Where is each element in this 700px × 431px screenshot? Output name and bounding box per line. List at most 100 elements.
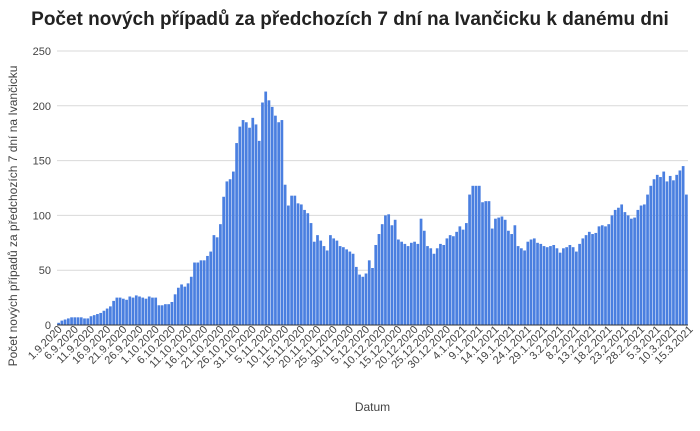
bar <box>413 241 416 325</box>
bar <box>248 127 251 325</box>
bar <box>342 247 345 325</box>
bar <box>390 225 394 325</box>
bar <box>287 205 290 325</box>
bar <box>138 296 141 325</box>
bar <box>642 204 646 325</box>
bar <box>571 247 575 325</box>
bar <box>649 185 653 325</box>
bar <box>377 234 381 325</box>
bar <box>519 248 523 325</box>
bar <box>668 175 672 325</box>
bar <box>89 316 93 325</box>
bar <box>199 260 203 325</box>
bar <box>474 185 478 325</box>
bar <box>254 124 258 325</box>
bar <box>277 122 281 326</box>
bar <box>92 315 96 325</box>
bar <box>481 202 484 325</box>
bar <box>296 203 300 325</box>
bar <box>270 106 274 325</box>
bar <box>261 102 264 326</box>
bar <box>63 319 67 325</box>
bar <box>393 219 397 325</box>
bar <box>458 226 462 325</box>
bar <box>539 243 543 325</box>
bar <box>675 174 679 325</box>
bar <box>607 224 611 325</box>
bar <box>490 228 494 325</box>
bar <box>604 226 607 325</box>
bar <box>416 243 420 325</box>
bar <box>325 250 329 325</box>
bar <box>264 91 268 325</box>
chart-title: Počet nových případů za předchozích 7 dn… <box>31 9 669 30</box>
bar <box>115 297 119 325</box>
bar <box>338 246 342 325</box>
bar <box>452 236 455 325</box>
x-axis-label: Datum <box>355 400 390 414</box>
bar <box>280 120 284 325</box>
x-axis-ticks: 1.9.20206.9.202011.9.202016.9.202021.9.2… <box>26 324 696 371</box>
bar <box>516 246 520 325</box>
bar <box>147 296 151 325</box>
bar <box>484 201 488 325</box>
bar <box>552 244 556 325</box>
bar <box>251 117 255 325</box>
bar <box>173 294 177 325</box>
bar <box>306 213 310 325</box>
bar <box>118 297 122 325</box>
bar <box>102 310 106 325</box>
bar <box>290 195 293 325</box>
bar <box>293 195 297 325</box>
bar <box>105 308 109 325</box>
y-axis-ticks: 0 50 100 150 200 250 <box>33 46 51 332</box>
bar <box>681 166 685 325</box>
bar <box>617 207 620 325</box>
y-axis-label: Počet nových případů za předchozích 7 dn… <box>6 66 20 367</box>
bar <box>303 209 306 325</box>
bar <box>455 231 458 325</box>
bar <box>494 218 497 325</box>
bar <box>371 268 374 325</box>
bar <box>510 234 514 325</box>
bar <box>219 224 222 325</box>
bar <box>257 140 261 325</box>
bar <box>558 252 562 325</box>
bar <box>626 215 630 325</box>
bar <box>345 249 348 325</box>
bar <box>57 322 60 325</box>
bar <box>215 237 219 325</box>
bar <box>630 218 633 325</box>
bar <box>329 235 332 325</box>
bar <box>587 231 591 325</box>
bar <box>384 215 387 325</box>
bar <box>435 248 439 325</box>
y-tick-label: 0 <box>45 320 51 332</box>
bar <box>348 251 352 325</box>
bar <box>76 317 80 325</box>
bar <box>167 304 170 325</box>
y-tick-label: 100 <box>33 210 51 222</box>
bar <box>222 196 226 325</box>
bar <box>322 246 326 325</box>
bar <box>448 235 452 325</box>
bar <box>374 244 378 325</box>
bar <box>274 115 277 325</box>
bar <box>238 126 242 326</box>
bar <box>309 223 313 325</box>
bar <box>464 223 468 325</box>
y-tick-label: 50 <box>39 265 51 277</box>
bar <box>636 209 640 325</box>
bar <box>157 305 161 325</box>
bar <box>526 241 530 325</box>
bar <box>662 171 666 325</box>
bar <box>549 246 552 325</box>
bar <box>151 297 154 325</box>
bar <box>228 179 232 325</box>
bar <box>380 224 384 325</box>
bar <box>659 177 662 325</box>
bar <box>591 234 594 325</box>
bar <box>613 209 617 325</box>
bar <box>565 247 569 325</box>
y-tick-label: 150 <box>33 156 51 168</box>
